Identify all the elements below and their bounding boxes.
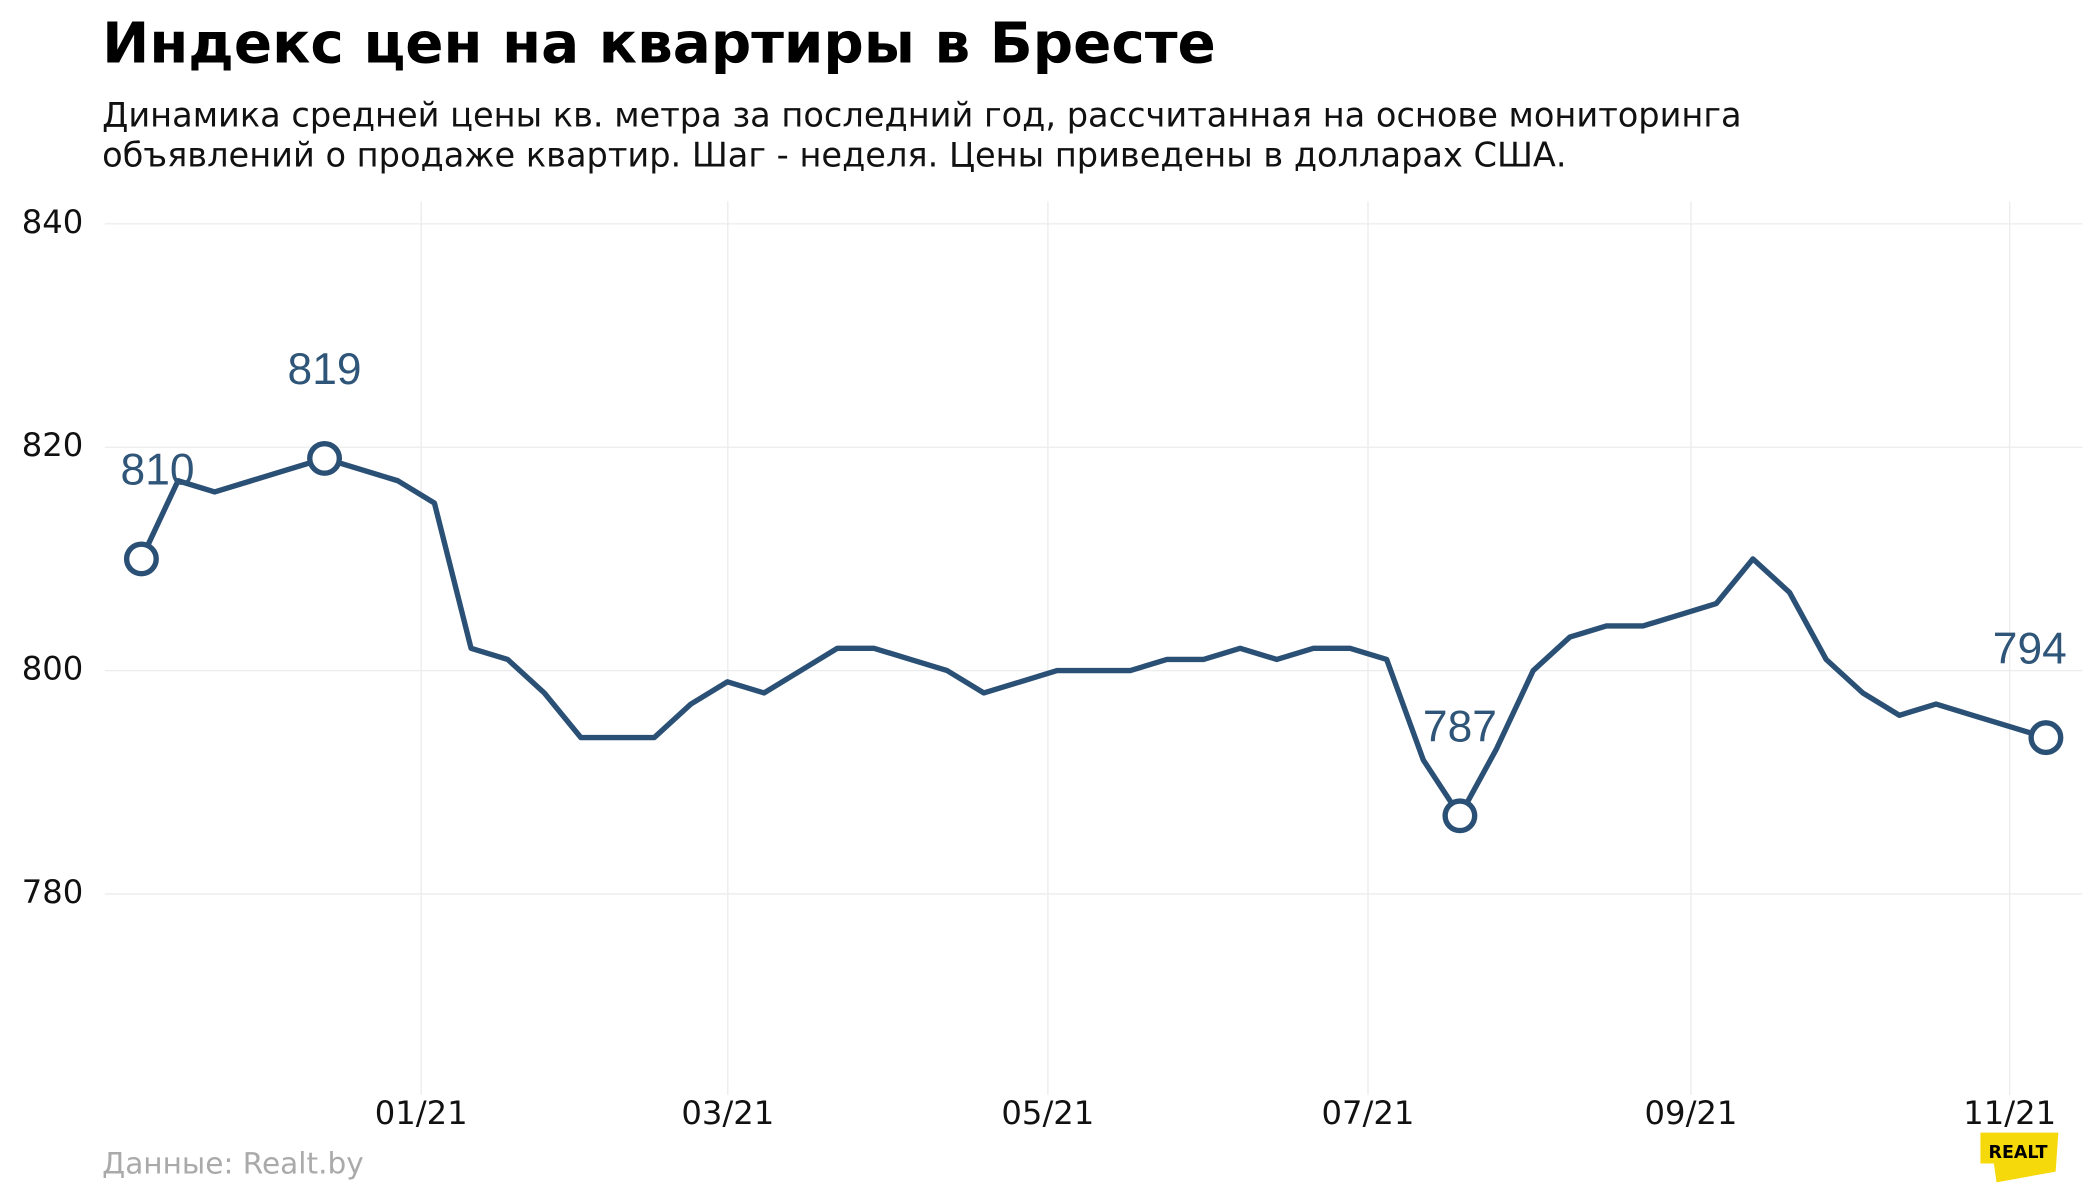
highlight-point [2028, 720, 2064, 756]
x-tick-label: 07/21 [1322, 1094, 1415, 1132]
data-label: 794 [1993, 624, 2067, 673]
y-tick-label: 780 [22, 873, 84, 911]
x-tick-label: 05/21 [1001, 1094, 1094, 1132]
logo: REALT [1989, 1143, 2048, 1163]
data-label: 787 [1423, 703, 1497, 752]
chart-title: Индекс цен на квартиры в Бресте [102, 12, 1216, 77]
y-tick-label: 840 [22, 203, 84, 241]
y-tick-label: 820 [22, 426, 84, 464]
data-label: 810 [121, 446, 195, 495]
y-tick-label: 800 [22, 650, 84, 688]
highlight-point [1442, 798, 1478, 834]
x-tick-label: 01/21 [375, 1094, 468, 1132]
logo-badge [1980, 1132, 2059, 1183]
chart-subtitle: объявлений о продаже квартир. Шаг - неде… [102, 136, 1566, 175]
x-tick-label: 09/21 [1645, 1094, 1738, 1132]
highlight-point [307, 440, 343, 476]
data-label: 819 [288, 345, 362, 394]
x-tick-label: 03/21 [681, 1094, 774, 1132]
source: Данные: Realt.by [102, 1146, 364, 1180]
chart-subtitle: Динамика средней цены кв. метра за после… [102, 95, 1742, 134]
x-tick-label: 11/21 [1963, 1094, 2056, 1132]
line [138, 455, 2047, 819]
highlight-point [123, 541, 159, 577]
